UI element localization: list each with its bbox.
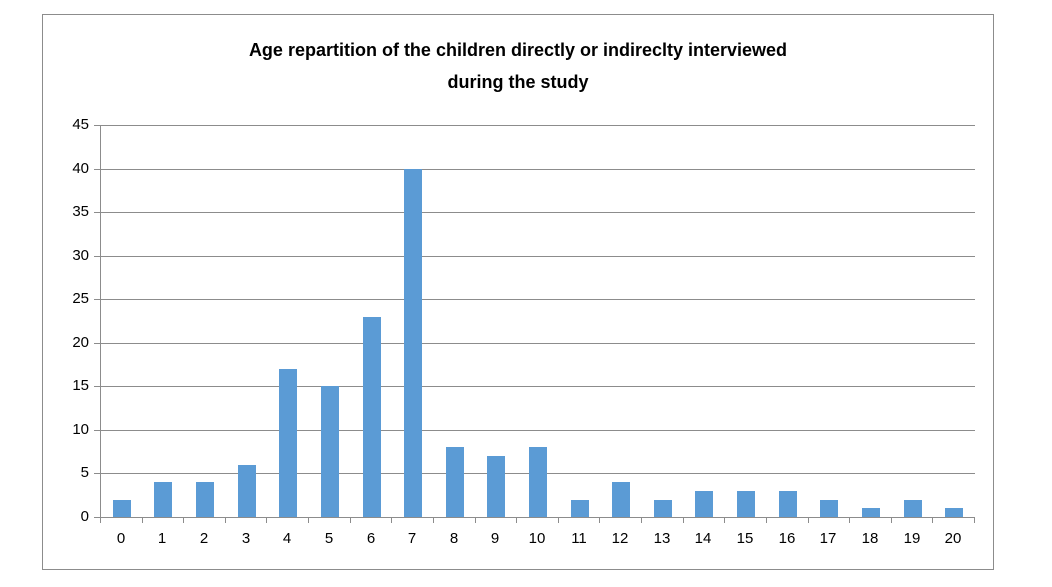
x-axis-tick-label-10: 10 [528,530,546,547]
gridline-40 [101,169,975,170]
x-axis-tick-label-6: 6 [366,530,376,547]
gridline-10 [101,430,975,431]
x-axis-tick-mark [183,518,184,523]
y-axis-tick-mark [94,125,100,126]
bar-age-12 [612,482,631,517]
x-axis-tick-mark [599,518,600,523]
y-axis-tick-mark [94,517,100,518]
x-axis-tick-label-18: 18 [861,530,879,547]
x-axis-tick-label-8: 8 [449,530,459,547]
y-axis-tick-label-30: 30 [72,247,89,264]
x-axis-tick-mark [142,518,143,523]
bar-age-18 [861,508,880,517]
gridline-30 [101,256,975,257]
x-axis-tick-mark [683,518,684,523]
x-axis-tick-mark [558,518,559,523]
x-axis-tick-label-1: 1 [157,530,167,547]
x-axis-tick-label-17: 17 [819,530,837,547]
x-axis-tick-label-7: 7 [407,530,417,547]
x-axis-tick-label-13: 13 [653,530,671,547]
x-axis-tick-label-5: 5 [324,530,334,547]
gridline-20 [101,343,975,344]
y-axis-tick-mark [94,473,100,474]
plot-area [100,125,975,518]
x-axis-tick-label-9: 9 [490,530,500,547]
x-axis-tick-label-11: 11 [571,530,587,547]
x-axis-tick-label-19: 19 [903,530,921,547]
bar-age-8 [445,447,464,517]
x-axis-tick-mark [766,518,767,523]
x-axis-tick-mark [308,518,309,523]
y-axis-tick-mark [94,430,100,431]
bar-age-3 [237,464,256,517]
bar-age-17 [820,499,839,517]
x-axis-tick-mark [974,518,975,523]
x-axis-tick-mark [724,518,725,523]
x-axis-tick-mark [266,518,267,523]
x-axis-tick-mark [100,518,101,523]
y-axis-tick-label-15: 15 [72,377,89,394]
bar-age-0 [112,499,131,517]
y-axis-tick-mark [94,256,100,257]
bar-age-20 [945,508,964,517]
bar-age-7 [404,168,423,517]
chart-title: Age repartition of the children directly… [43,34,993,98]
bar-age-14 [695,490,714,517]
y-axis-tick-mark [94,212,100,213]
y-axis-tick-label-5: 5 [80,464,89,481]
chart-title-line-2: during the study [447,72,589,92]
bar-age-5 [320,386,339,517]
gridline-25 [101,299,975,300]
bar-age-9 [487,456,506,517]
x-axis-tick-label-4: 4 [282,530,292,547]
x-axis-tick-label-12: 12 [611,530,629,547]
chart-title-line-1: Age repartition of the children directly… [248,40,788,60]
x-axis-tick-label-2: 2 [199,530,209,547]
bar-age-16 [778,490,797,517]
chart-canvas: Age repartition of the children directly… [42,14,994,570]
bar-age-19 [903,499,922,517]
x-axis-tick-mark [391,518,392,523]
x-axis-tick-mark [891,518,892,523]
x-axis-tick-mark [433,518,434,523]
bar-age-4 [279,368,298,517]
gridline-35 [101,212,975,213]
y-axis-tick-label-40: 40 [72,160,89,177]
y-axis-tick-mark [94,343,100,344]
y-axis-tick-label-10: 10 [72,421,89,438]
y-axis-tick-mark [94,169,100,170]
bar-age-6 [362,316,381,517]
y-axis-tick-label-20: 20 [72,334,89,351]
x-axis-tick-label-16: 16 [778,530,796,547]
y-axis-tick-mark [94,386,100,387]
bar-age-10 [529,447,547,517]
x-axis-tick-mark [849,518,850,523]
y-axis-tick-label-0: 0 [80,508,89,525]
x-axis-tick-mark [808,518,809,523]
y-axis-tick-label-35: 35 [72,203,89,220]
x-axis-tick-label-3: 3 [241,530,251,547]
x-axis-tick-mark [475,518,476,523]
x-axis-tick-label-15: 15 [736,530,754,547]
y-axis-tick-mark [94,299,100,300]
bar-age-1 [154,482,173,517]
y-axis-tick-label-25: 25 [72,290,89,307]
bar-age-15 [737,490,756,517]
x-axis-tick-label-14: 14 [694,530,712,547]
bar-age-2 [196,482,215,517]
x-axis-tick-mark [225,518,226,523]
gridline-15 [101,386,975,387]
x-axis-tick-mark [350,518,351,523]
x-axis-tick-mark [932,518,933,523]
y-axis-tick-label-45: 45 [72,116,89,133]
bar-age-13 [653,499,672,517]
x-axis-tick-mark [641,518,642,523]
x-axis-tick-mark [516,518,517,523]
x-axis-tick-label-0: 0 [116,530,126,547]
x-axis-tick-label-20: 20 [944,530,962,547]
gridline-45 [101,125,975,126]
bar-age-11 [570,499,589,517]
